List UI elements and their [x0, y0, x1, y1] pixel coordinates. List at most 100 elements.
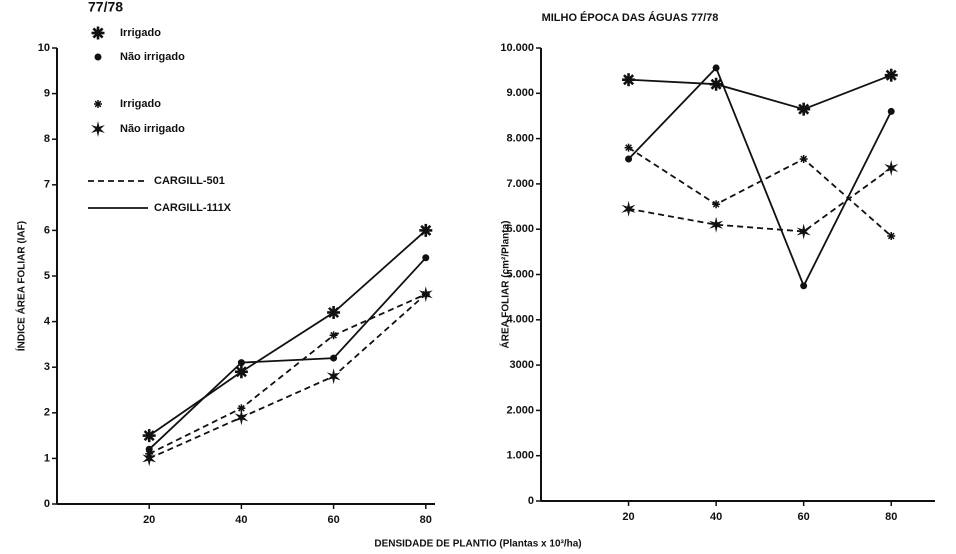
marker	[91, 121, 105, 137]
marker-star	[326, 368, 341, 385]
marker-spoke	[887, 232, 895, 240]
y-tick-label: 8.000	[506, 133, 534, 145]
marker	[799, 154, 808, 163]
x-tick-label: 40	[235, 514, 247, 526]
y-tick-label: 9.000	[506, 87, 534, 99]
marker-spoke	[885, 69, 897, 81]
series-line	[628, 167, 892, 233]
marker	[326, 368, 341, 385]
x-tick-label: 60	[798, 511, 810, 523]
marker-star	[234, 409, 249, 426]
x-tick-label: 60	[327, 514, 339, 526]
marker	[422, 254, 430, 262]
marker	[419, 223, 433, 237]
marker	[712, 64, 720, 72]
x-tick-label: 80	[420, 514, 432, 526]
legend-label: Não irrigado	[120, 123, 185, 135]
marker-spoke	[712, 200, 720, 208]
marker	[142, 450, 157, 467]
marker-spoke	[420, 224, 432, 236]
marker-star	[884, 160, 899, 176]
marker-spoke	[710, 78, 722, 90]
marker	[94, 53, 102, 61]
chart-title: MILHO ÉPOCA DAS ÁGUAS 77/78	[542, 11, 719, 24]
series-line	[148, 293, 427, 460]
series-line	[148, 229, 427, 437]
marker-dot	[237, 359, 245, 367]
marker	[887, 107, 895, 115]
y-tick-label: 7.000	[506, 178, 534, 190]
marker-star	[142, 450, 157, 467]
y-tick-label: 5	[44, 270, 50, 282]
marker-dot	[887, 107, 895, 115]
marker-dot	[712, 64, 720, 72]
x-tick-label: 40	[710, 511, 722, 523]
series-line	[628, 74, 892, 111]
y-tick-label: 1.000	[506, 450, 534, 462]
marker-spoke	[330, 331, 337, 339]
legend-label: CARGILL-111X	[154, 202, 232, 214]
marker	[887, 231, 896, 240]
series-line	[148, 293, 427, 455]
marker	[625, 155, 633, 163]
marker	[234, 365, 248, 379]
legend-label: Irrigado	[120, 98, 161, 110]
marker-spoke	[143, 430, 155, 442]
x-tick-label: 20	[143, 514, 155, 526]
marker-star	[709, 216, 723, 233]
marker	[237, 359, 245, 367]
marker-spoke	[625, 144, 632, 152]
series-line	[628, 146, 892, 237]
marker-star	[796, 223, 811, 240]
series-line	[627, 66, 893, 288]
marker	[884, 68, 898, 82]
y-tick-label: 1	[44, 452, 50, 464]
marker-spoke	[798, 103, 810, 115]
y-tick-label: 6	[44, 224, 50, 236]
marker	[91, 26, 105, 40]
y-tick-label: 6.000	[506, 223, 534, 235]
legend-label: Não irrigado	[120, 51, 185, 63]
marker-dot	[422, 254, 430, 262]
marker-spoke	[92, 27, 104, 39]
y-tick-label: 2	[44, 407, 50, 419]
y-tick-label: 0	[528, 495, 534, 507]
legend-label: CARGILL-501	[154, 175, 225, 187]
x-tick-label: 20	[622, 511, 634, 523]
marker-spoke	[94, 100, 102, 108]
marker	[327, 305, 341, 319]
marker-dot	[800, 282, 808, 290]
header-text: 77/78	[88, 0, 123, 15]
marker	[142, 429, 156, 443]
marker-spoke	[328, 306, 340, 318]
marker	[797, 102, 811, 116]
marker-dot	[625, 155, 633, 163]
marker	[621, 200, 636, 217]
y-tick-label: 3	[44, 361, 50, 373]
marker	[622, 73, 636, 87]
y-tick-label: 9	[44, 88, 50, 100]
y-tick-label: 2.000	[506, 404, 534, 416]
y-axis-label: ÁREA FOLIAR (cm²/Planta)	[499, 221, 512, 349]
y-tick-label: 10.000	[500, 42, 534, 54]
marker	[234, 409, 249, 426]
marker-spoke	[800, 155, 808, 163]
marker	[800, 282, 808, 290]
y-tick-label: 8	[44, 133, 50, 145]
marker	[330, 354, 338, 362]
marker	[329, 331, 338, 340]
marker-star	[621, 200, 636, 217]
y-tick-label: 10	[38, 42, 50, 54]
marker	[237, 404, 246, 413]
marker	[418, 286, 433, 303]
marker-star	[91, 121, 105, 137]
marker-dot	[330, 354, 338, 362]
y-tick-label: 5.000	[506, 268, 534, 280]
y-tick-label: 0	[44, 498, 50, 510]
legend-label: Irrigado	[120, 27, 161, 39]
y-tick-label: 3000	[510, 359, 534, 371]
x-tick-label: 80	[885, 511, 897, 523]
marker	[624, 143, 633, 152]
marker	[709, 77, 723, 91]
